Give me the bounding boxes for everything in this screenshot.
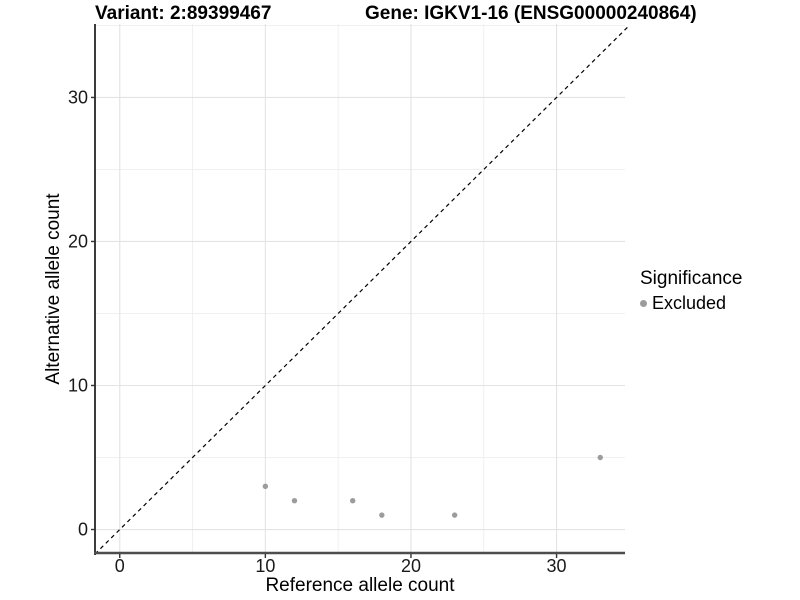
plot-title-gene: Gene: IGKV1-16 (ENSG00000240864)	[365, 3, 697, 24]
data-point	[262, 483, 269, 490]
x-tick-label: 30	[547, 556, 567, 576]
y-tick-label: 0	[78, 520, 88, 540]
data-point	[350, 498, 356, 504]
y-tick-label: 20	[68, 231, 88, 251]
data-point	[597, 454, 603, 461]
excluded-point-icon	[640, 300, 647, 307]
legend-item-label: Excluded	[652, 293, 727, 313]
legend-item-excluded: Excluded	[640, 293, 742, 314]
x-tick-label: 10	[255, 556, 275, 576]
x-axis-title: Reference allele count	[265, 575, 455, 596]
identity-line	[94, 25, 630, 555]
y-axis-title: Alternative allele count	[43, 193, 64, 385]
plot-title-variant: Variant: 2:89399467	[95, 3, 272, 24]
legend: Significance Excluded	[640, 268, 742, 314]
data-point	[291, 498, 298, 504]
data-point	[451, 512, 458, 518]
data-point	[379, 512, 385, 518]
y-tick-label: 10	[68, 375, 88, 395]
x-tick-label: 20	[401, 556, 421, 576]
legend-title: Significance	[640, 268, 743, 289]
x-tick-label: 0	[115, 556, 125, 576]
y-tick-label: 30	[68, 87, 88, 107]
